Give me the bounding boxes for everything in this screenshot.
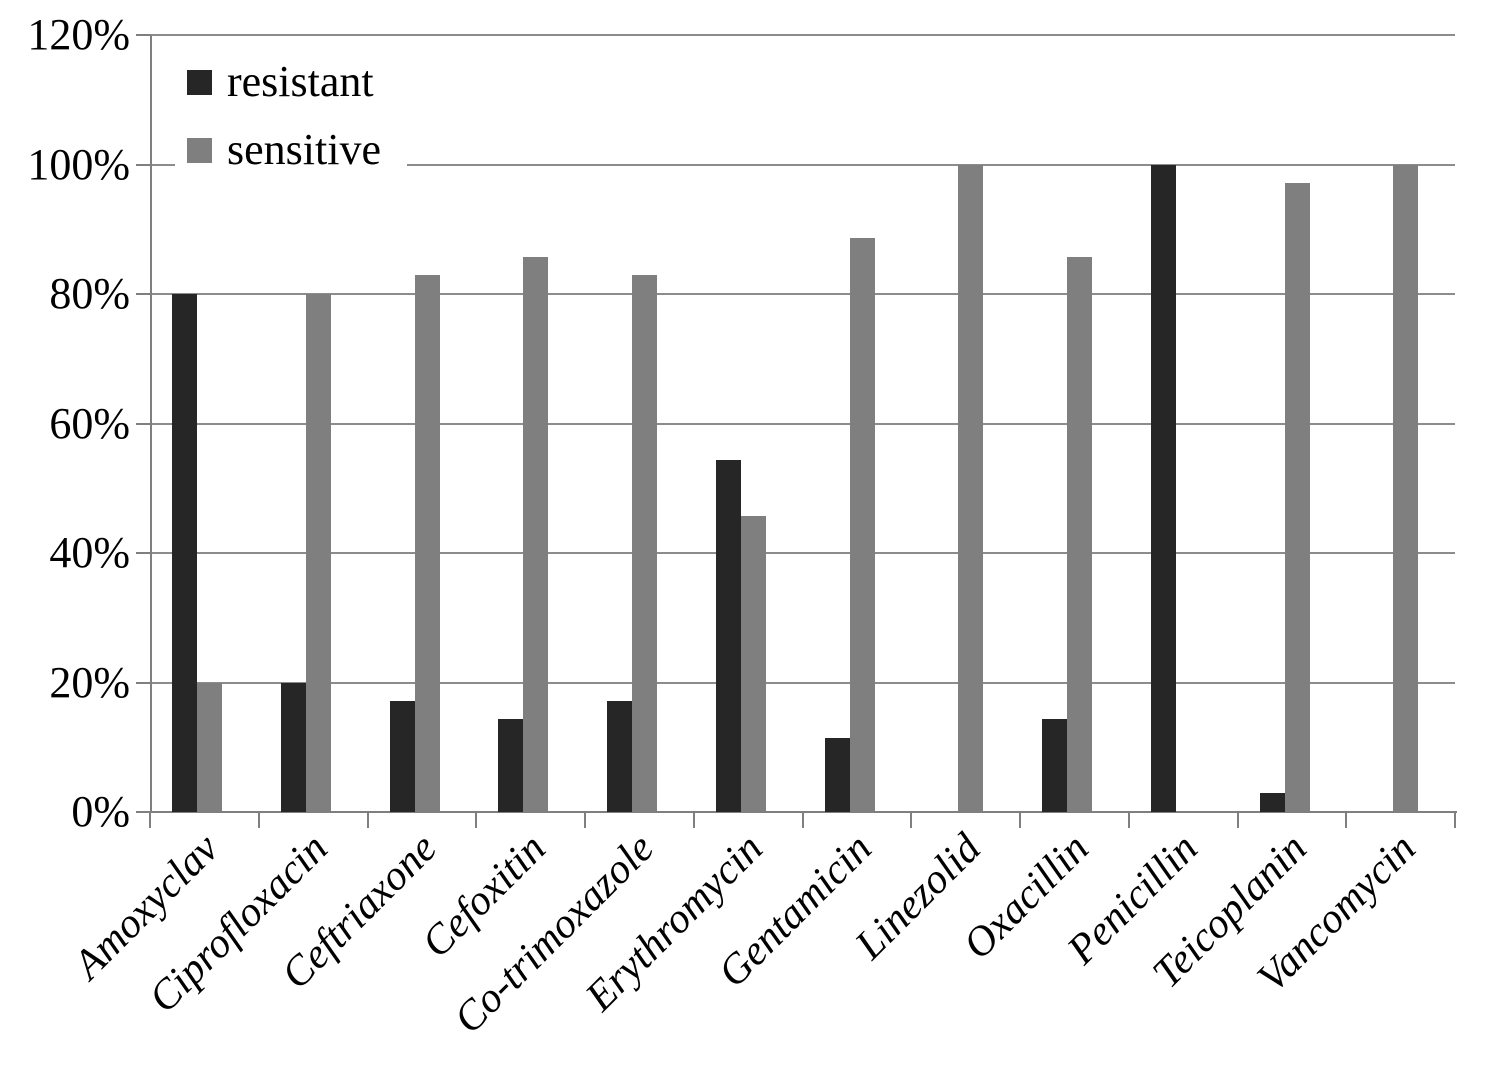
y-axis-label-100: 100% (27, 139, 130, 189)
gridline-100 (150, 163, 1455, 166)
legend-label-resistant: resistant (227, 57, 374, 106)
y-axis-tick-20 (136, 681, 150, 684)
y-axis-line (150, 35, 152, 812)
bar-resistant-amoxyclav (172, 294, 197, 812)
x-axis-tick (584, 812, 586, 828)
legend-item-resistant: resistant (187, 58, 381, 106)
bar-resistant-co-trimoxazole (607, 701, 632, 812)
bar-resistant-erythromycin (715, 460, 741, 812)
x-axis-tick (149, 812, 151, 828)
gridline-40 (150, 552, 1455, 554)
bar-sensitive-oxacillin (1067, 257, 1092, 812)
legend-item-sensitive: sensitive (187, 126, 381, 174)
y-axis-tick-60 (136, 422, 150, 425)
y-axis-tick-80 (136, 293, 150, 295)
bar-resistant-ciprofloxacin (280, 682, 306, 812)
bar-sensitive-co-trimoxazole (632, 275, 657, 812)
y-axis-tick-100 (136, 163, 150, 166)
bar-resistant-ceftriaxone (389, 701, 415, 812)
y-axis-tick-0 (136, 811, 150, 813)
x-axis-tick (1127, 812, 1130, 828)
y-axis-label-20: 20% (49, 657, 130, 707)
bar-sensitive-vancomycin (1393, 164, 1419, 812)
gridline-60 (150, 422, 1455, 425)
bar-sensitive-cefoxitin (523, 257, 549, 812)
x-axis-tick (692, 812, 695, 828)
x-axis-tick (366, 812, 369, 828)
gridline-120 (150, 34, 1455, 36)
bar-resistant-penicillin (1150, 164, 1176, 812)
bar-sensitive-gentamicin (849, 238, 875, 812)
legend-swatch-resistant (187, 69, 212, 95)
x-axis-tick (1345, 812, 1348, 828)
x-axis-tick (257, 812, 260, 828)
y-axis-label-60: 60% (49, 398, 130, 448)
bar-sensitive-amoxyclav (197, 682, 222, 812)
legend-label-sensitive: sensitive (227, 125, 381, 174)
bar-sensitive-linezolid (958, 164, 984, 812)
bar-resistant-oxacillin (1042, 719, 1067, 812)
bar-resistant-cefoxitin (498, 719, 524, 812)
y-axis-label-80: 80% (49, 269, 130, 318)
gridline-20 (150, 681, 1455, 684)
bar-resistant-gentamicin (824, 738, 850, 812)
x-axis-tick (475, 812, 478, 828)
x-axis-tick (801, 812, 804, 828)
bar-resistant-teicoplanin (1259, 793, 1285, 812)
x-axis-line (150, 811, 1457, 813)
bar-sensitive-ciprofloxacin (305, 294, 331, 812)
bar-sensitive-ceftriaxone (414, 275, 440, 812)
x-axis-tick (1236, 812, 1239, 828)
gridline-80 (150, 293, 1455, 295)
x-axis-tick (1019, 812, 1021, 828)
y-axis-tick-120 (136, 34, 150, 36)
x-axis-tick (1454, 812, 1456, 828)
x-axis-tick (910, 812, 913, 828)
y-axis-tick-40 (136, 552, 150, 554)
legend-swatch-sensitive (187, 137, 212, 163)
y-axis-label-120: 120% (27, 10, 130, 59)
bar-sensitive-erythromycin (740, 516, 766, 812)
legend: resistant sensitive (175, 50, 407, 182)
y-axis-label-40: 40% (49, 528, 130, 577)
bar-sensitive-teicoplanin (1284, 183, 1310, 812)
y-axis-label-0: 0% (71, 787, 130, 836)
